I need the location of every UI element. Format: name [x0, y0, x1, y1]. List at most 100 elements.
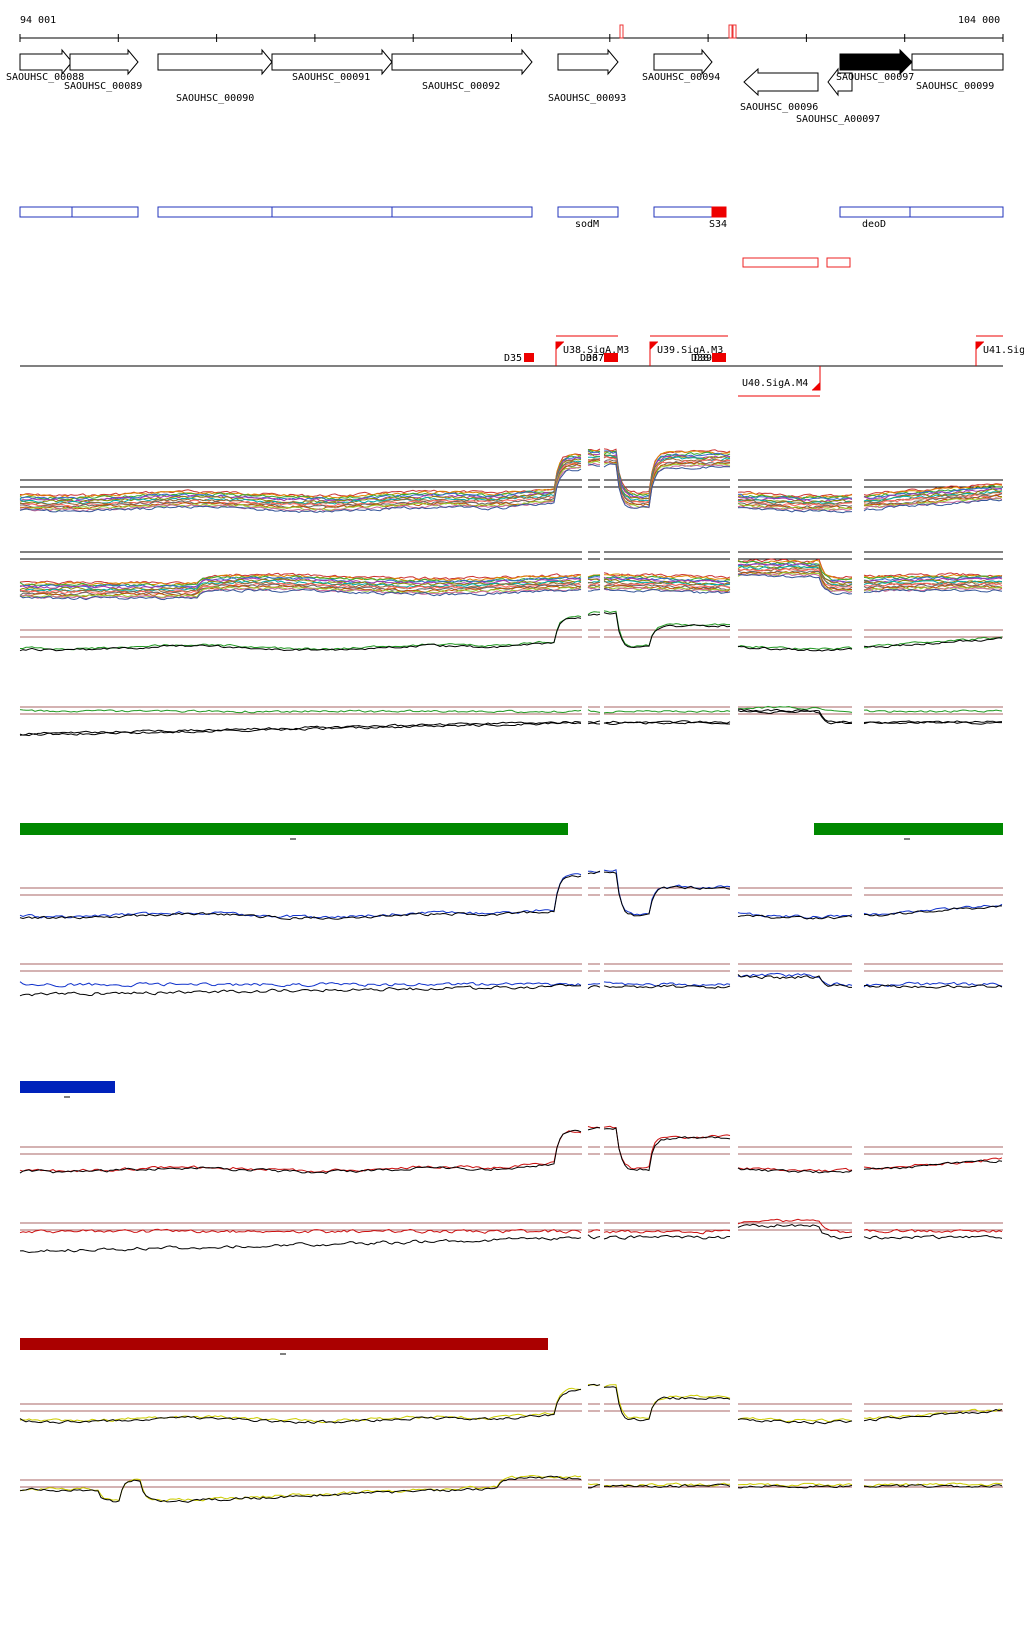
multi-track-1-line — [20, 456, 1003, 506]
promoter-label: U38.SigA.M3 — [563, 345, 629, 356]
srna-label: S34 — [709, 219, 727, 230]
terminator-mark[interactable] — [524, 353, 534, 362]
gene-arrow[interactable] — [271, 48, 393, 76]
blue-track-1-line — [19, 870, 1003, 921]
multi-track-1-line — [19, 460, 1003, 511]
feature-label-sodM: sodM — [575, 219, 599, 230]
promoter-label: D35 — [504, 353, 522, 364]
gene-arrow-highlighted[interactable] — [839, 48, 913, 76]
feature-box[interactable] — [19, 206, 73, 218]
yellow-track-1-line — [19, 1383, 1003, 1425]
feature-box[interactable] — [909, 206, 1004, 218]
ruler-marker — [732, 24, 737, 39]
gene-arrow[interactable] — [391, 48, 533, 76]
multi-track-1-line — [19, 456, 1003, 508]
condition-bars — [20, 823, 1003, 1355]
green-track-2-ref-line — [19, 710, 1002, 737]
red-condition-bar[interactable] — [20, 1338, 548, 1350]
promoter-label: U41.Sig — [983, 345, 1024, 356]
multi-track-2-line — [19, 565, 1003, 592]
ruler-end-label: 104 000 — [958, 15, 1000, 26]
gene-label: SAOUHSC_00096 — [740, 102, 818, 113]
red-track-1-line — [19, 1125, 1003, 1173]
multi-track-2-line — [19, 559, 1003, 587]
feature-label-deoD: deoD — [862, 219, 886, 230]
yellow-track-2-line — [19, 1474, 1003, 1502]
gene-arrow[interactable] — [827, 67, 853, 97]
multi-track-2-line — [19, 565, 1003, 591]
yellow-track-2-line — [19, 1475, 1003, 1503]
promoter-label: D36 — [580, 353, 598, 364]
green-track-2-ref-line — [19, 708, 1003, 736]
gene-label: SAOUHSC_00088 — [6, 72, 84, 83]
feature-box[interactable] — [391, 206, 533, 218]
feature-box[interactable] — [71, 206, 139, 218]
promoter-label: D38 — [691, 353, 709, 364]
gene-arrow[interactable] — [743, 67, 819, 97]
blue-track-2-line — [19, 972, 1003, 988]
multi-track-1-line — [19, 463, 1003, 514]
gene-label: SAOUHSC_00099 — [916, 81, 994, 92]
feature-box[interactable] — [557, 206, 619, 218]
red-track-2-line — [19, 1218, 1003, 1235]
gene-label: SAOUHSC_00093 — [548, 93, 626, 104]
gene-label: SAOUHSC_00091 — [292, 72, 370, 83]
blue-track-2-ref-line — [19, 974, 1003, 997]
multi-track-2-line — [19, 570, 1003, 596]
antisense-box[interactable] — [742, 257, 819, 268]
green-condition-bar[interactable] — [814, 823, 1003, 835]
terminator-mark[interactable] — [604, 353, 618, 362]
gene-arrow[interactable] — [911, 53, 1004, 71]
multi-track-1-line — [19, 450, 1003, 501]
gene-label: SAOUHSC_00089 — [64, 81, 142, 92]
multi-track-1-line — [19, 459, 1003, 511]
expression-tracks — [19, 448, 1003, 1503]
multi-track-1-line — [19, 454, 1003, 505]
blue-track-1-line — [19, 869, 1003, 919]
red-track-2-ref-line — [19, 1223, 1003, 1254]
gene-label: SAOUHSC_00092 — [422, 81, 500, 92]
feature-box[interactable] — [839, 206, 911, 218]
gene-arrow[interactable] — [157, 48, 273, 76]
terminator-mark[interactable] — [712, 353, 726, 362]
gene-arrow[interactable] — [19, 48, 73, 76]
multi-track-2-line — [19, 567, 1003, 594]
multi-track-1-line — [19, 452, 1003, 504]
blue-condition-bar[interactable] — [20, 1081, 115, 1093]
green-condition-bar[interactable] — [20, 823, 568, 835]
green-track-1-line — [20, 610, 1003, 651]
promoter-label: U40.SigA.M4 — [742, 378, 808, 389]
ruler-marker — [619, 24, 624, 39]
gene-label: SAOUHSC_00090 — [176, 93, 254, 104]
multi-track-2-line — [19, 572, 1003, 598]
green-track-2-line — [19, 705, 1003, 714]
gene-arrow[interactable] — [557, 48, 619, 76]
multi-track-1-line — [19, 448, 1003, 498]
multi-track-1-line — [20, 458, 1003, 509]
feature-box[interactable] — [157, 206, 273, 218]
annotation-track: sodM deoD S34 — [19, 206, 1004, 268]
promoter-label: D37 — [586, 353, 604, 364]
antisense-box[interactable] — [826, 257, 851, 268]
coordinate-ruler: 94 001 104 000 — [19, 15, 1004, 42]
feature-box[interactable] — [653, 206, 715, 218]
gene-label: SAOUHSC_00094 — [642, 72, 720, 83]
gene-label: SAOUHSC_A00097 — [796, 114, 880, 125]
srna-box[interactable] — [711, 206, 727, 218]
gene-arrow[interactable] — [69, 48, 139, 76]
ruler-marker — [728, 24, 733, 39]
promoter-track: D35 U38.SigA.M3 D36 D37 U39.SigA.M3 D38 … — [20, 335, 1024, 397]
green-track-1-line — [19, 612, 1003, 652]
gene-label: SAOUHSC_00097 — [836, 72, 914, 83]
gene-track: SAOUHSC_00088 SAOUHSC_00089 SAOUHSC_0009… — [6, 48, 1004, 125]
multi-track-2-line — [19, 562, 1003, 589]
feature-box[interactable] — [271, 206, 393, 218]
ruler-start-label: 94 001 — [20, 15, 56, 26]
red-track-1-line — [19, 1126, 1003, 1174]
multi-track-1-line — [19, 453, 1003, 503]
multi-track-2-line — [19, 573, 1003, 601]
promoter-label: U39.SigA.M3 — [657, 345, 723, 356]
promoter-label: D39 — [694, 353, 712, 364]
gene-arrow[interactable] — [653, 48, 713, 76]
